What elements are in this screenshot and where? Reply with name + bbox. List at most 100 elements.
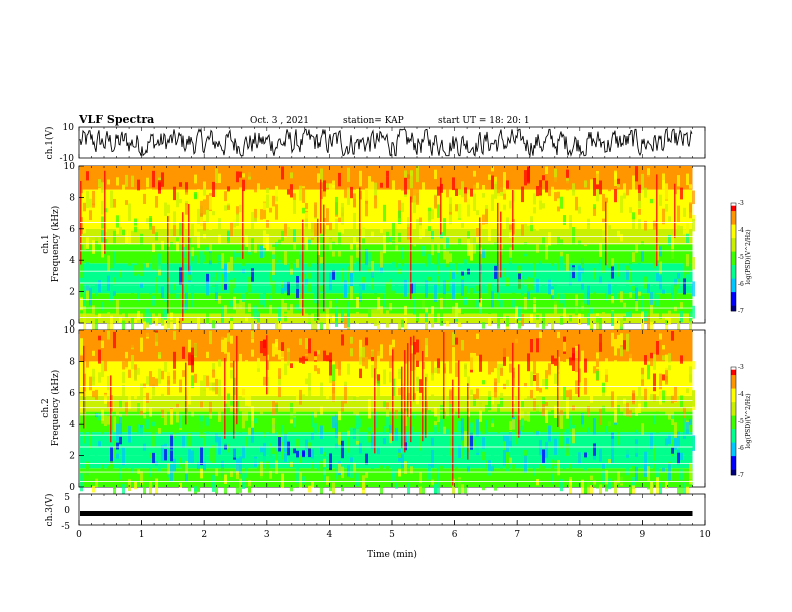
spectrogram-speck — [584, 302, 587, 318]
spectrogram-speck — [542, 237, 545, 245]
spectrogram-speck — [206, 305, 209, 324]
spectrogram-speck — [350, 456, 353, 463]
spectrogram-speck — [185, 189, 188, 195]
spectrogram-speck — [488, 254, 491, 262]
spectrogram-speck — [392, 261, 395, 271]
spectrogram-speck — [443, 446, 446, 458]
spectrogram-speck — [290, 476, 293, 492]
spectrogram-speck — [566, 169, 569, 178]
spectrogram-speck — [506, 180, 509, 189]
spectrogram-speck — [389, 344, 392, 356]
spectrogram-speck — [164, 202, 167, 216]
spectrogram-speck — [545, 318, 548, 327]
spectrogram-speck — [203, 221, 206, 231]
spectrogram-speck — [659, 194, 662, 206]
spectrogram-speck — [284, 251, 287, 265]
spectrogram-speck — [512, 298, 515, 308]
spectrogram-speck — [380, 378, 383, 390]
xtick-label: 7 — [514, 530, 520, 540]
spectrogram-speck — [647, 482, 650, 490]
spectrogram-speck — [179, 482, 182, 488]
spectrogram-speck — [278, 368, 281, 379]
spectrogram-speck — [635, 466, 638, 481]
spectrogram-speck — [569, 265, 572, 282]
spectrogram-speck — [326, 433, 329, 441]
spectrogram-speck — [140, 410, 143, 416]
spectrogram-speck — [218, 436, 221, 455]
spectrogram-speck — [542, 404, 545, 417]
spectrogram-speck — [524, 386, 527, 399]
spectrogram-speck — [92, 190, 95, 206]
spectrogram-speck — [113, 251, 116, 269]
spectrogram-speck — [395, 199, 398, 204]
spectrogram-speck — [203, 375, 206, 391]
spectrogram-speck — [458, 421, 461, 432]
spectrogram-speck — [482, 451, 485, 461]
spectrogram-speck — [620, 333, 623, 346]
spectrogram-speck — [407, 172, 410, 188]
spectrogram-speck — [329, 183, 332, 201]
spectrogram-speck — [560, 410, 563, 416]
spectrogram-speck — [602, 218, 605, 223]
spectrogram-speck — [554, 297, 557, 305]
spectrogram-speck — [119, 399, 122, 408]
spectrogram-speck — [434, 425, 437, 442]
spectrogram-speck — [452, 282, 455, 296]
spectrogram-speck — [263, 443, 266, 461]
spectrogram-speck — [413, 238, 416, 247]
spectrogram-speck — [545, 180, 548, 193]
spectrogram-speck — [434, 284, 437, 302]
spectrogram-speck — [563, 432, 566, 447]
spectrogram-speck — [242, 411, 245, 429]
spectrogram-speck — [200, 468, 203, 479]
colorbar-segment — [731, 399, 736, 403]
spectrogram-speck — [275, 270, 278, 289]
spectrogram-speck — [536, 479, 539, 486]
spectrogram-speck — [515, 426, 518, 437]
spectrogram-speck — [110, 283, 113, 302]
spectrogram-speck — [566, 253, 569, 272]
spectrogram-speck — [227, 205, 230, 210]
spectrogram-speck — [440, 465, 443, 474]
spectrogram-speck — [677, 205, 680, 223]
spectrogram-speck — [455, 221, 458, 229]
spectrogram-speck — [209, 252, 212, 261]
spectrogram-speck — [434, 246, 437, 265]
spectrogram-speck — [365, 198, 368, 217]
spectrogram-speck — [452, 478, 455, 497]
spectrogram-speck — [317, 343, 320, 357]
spectrogram-speck — [632, 216, 635, 234]
spectrogram-speck — [641, 295, 644, 313]
spectrogram-speck — [191, 375, 194, 389]
header-station: station= KAP — [343, 116, 404, 126]
spectrogram-speck — [566, 359, 569, 365]
spectrogram-speck — [575, 479, 578, 487]
spectrogram-speck — [137, 217, 140, 230]
colorbar-segment — [731, 437, 736, 441]
spectrogram-speck — [551, 410, 554, 428]
spectrogram-speck — [107, 376, 110, 391]
colorbar-tick-label: -4 — [738, 391, 744, 398]
spectrogram-speck — [332, 180, 335, 188]
colorbar-segment — [731, 461, 736, 465]
spectrogram-speck — [203, 433, 206, 448]
spectrogram-speck — [566, 443, 569, 456]
spectrogram-speck — [371, 309, 374, 317]
spectrogram-speck — [662, 442, 665, 451]
spectrogram-speck — [143, 383, 146, 388]
spectrogram-speck — [83, 428, 86, 444]
spectrogram-speck — [290, 172, 293, 179]
spectrogram-speck — [563, 215, 566, 225]
spectrogram-streak — [185, 362, 187, 425]
spectrogram-speck — [245, 448, 248, 464]
spectrogram-speck — [668, 195, 671, 213]
spectrogram-speck — [503, 209, 506, 215]
spectrogram-speck — [557, 255, 560, 261]
colorbar-segment — [731, 284, 736, 287]
spectrogram-speck — [398, 298, 401, 313]
spectrogram-speck — [326, 386, 329, 394]
spectrogram-speck — [290, 257, 293, 270]
spectrogram-speck — [668, 434, 671, 444]
colorbar-segment — [731, 394, 736, 397]
